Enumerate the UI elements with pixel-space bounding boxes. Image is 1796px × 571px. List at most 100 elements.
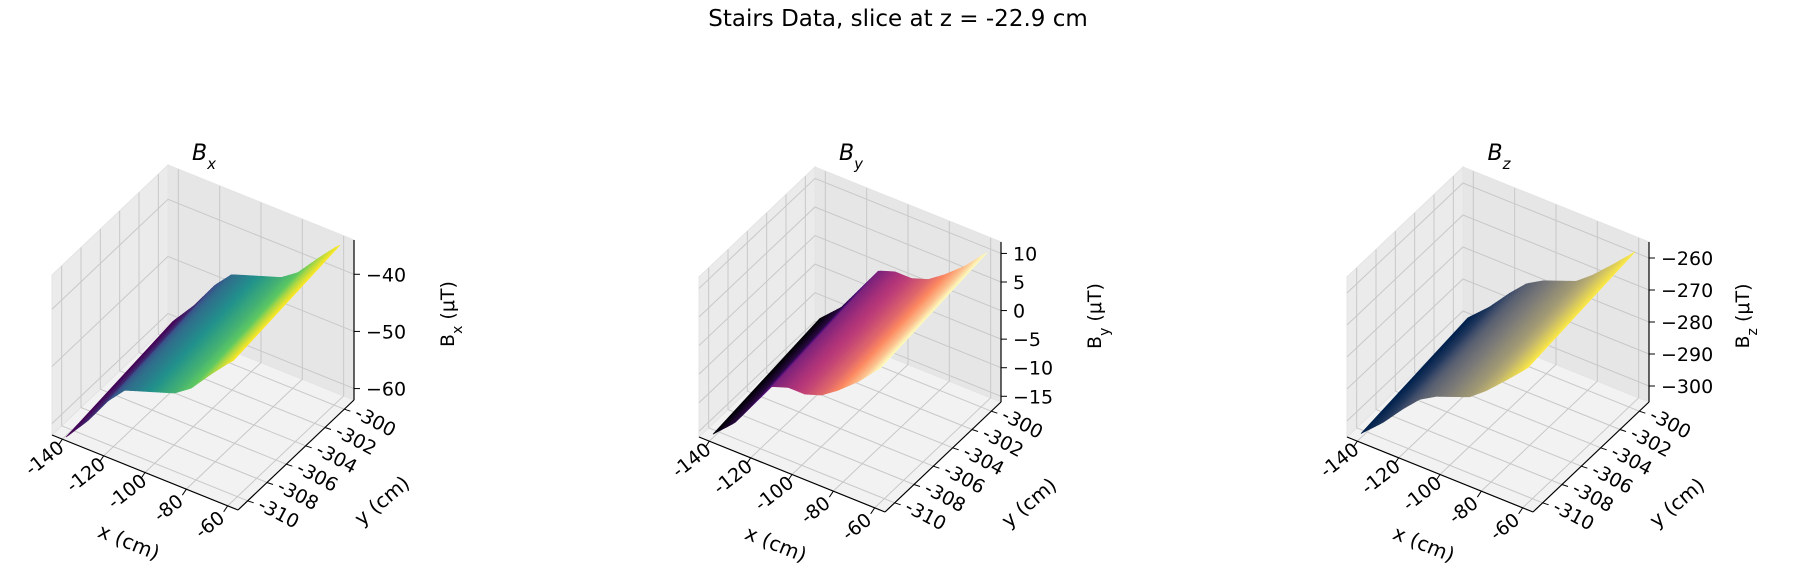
- y-gridline: [766, 212, 953, 449]
- y-tick: [1561, 484, 1569, 487]
- x-tick-label: -140: [21, 436, 69, 480]
- z-gridline: [1346, 310, 1650, 422]
- x-tick: [828, 490, 834, 498]
- x-tick: [99, 455, 105, 463]
- z-tick-label: −15: [1013, 386, 1053, 408]
- y-tick: [913, 484, 921, 487]
- x-tick: [181, 488, 187, 496]
- z-tick-label: 10: [1013, 243, 1037, 265]
- y-tick: [952, 447, 959, 451]
- y-gridline: [119, 210, 306, 447]
- x-tick-label: -60: [838, 509, 876, 545]
- x-gridline: [227, 235, 345, 507]
- x-tick: [223, 505, 229, 513]
- y-axis-line: [884, 401, 1002, 513]
- y-gridline: [727, 249, 915, 485]
- y-gridline: [1394, 231, 1582, 467]
- z-tick-label: −270: [1661, 280, 1713, 302]
- z-gridline: [51, 198, 355, 310]
- panel-title: Bx: [192, 141, 216, 173]
- x-tick: [57, 438, 63, 446]
- surface-plot-z: -140-120-100-80 -60 -310-308-306-304-302-3…: [1316, 141, 1761, 567]
- x-tick-label: -60: [191, 507, 229, 543]
- y-tick: [894, 502, 901, 506]
- y-tick: [344, 408, 351, 412]
- z-tick-label: −50: [366, 321, 406, 343]
- z-gridline: [51, 312, 355, 424]
- z-gridline: [698, 206, 1002, 318]
- z-tick-label: −5: [1013, 329, 1041, 351]
- x-gridline: [1439, 204, 1557, 475]
- z-tick-label: −10: [1013, 358, 1053, 380]
- z-axis-label: Bx (μT): [437, 281, 466, 347]
- z-gridline: [51, 255, 355, 367]
- y-tick: [1542, 502, 1549, 506]
- z-tick-label: −290: [1661, 344, 1713, 366]
- x-tick: [787, 474, 793, 481]
- x-tick-label: -80: [797, 492, 835, 528]
- y-tick: [247, 500, 254, 504]
- x-tick-label: -120: [1357, 455, 1405, 499]
- z-gridline: [1346, 182, 1650, 294]
- x-tick-label: -120: [62, 453, 110, 497]
- surface-strip: [65, 319, 176, 438]
- panel-title: By: [839, 141, 864, 173]
- x-tick: [746, 457, 752, 465]
- y-gridline: [1414, 212, 1601, 449]
- x-tick-label: -140: [1316, 438, 1364, 482]
- y-tick: [1581, 465, 1588, 469]
- z-tick-label: 5: [1013, 272, 1025, 294]
- y-gridline: [61, 265, 248, 502]
- x-gridline: [791, 204, 909, 475]
- surface-plot-x: -140-120-100-80 -60 -310-308-306-304-302-3…: [21, 141, 466, 565]
- y-gridline: [99, 229, 287, 465]
- y-tick: [305, 445, 312, 449]
- z-tick-label: −260: [1661, 248, 1713, 270]
- z-tick-label: −40: [366, 264, 406, 286]
- x-tick-label: -80: [1445, 492, 1483, 528]
- x-gridline: [1522, 237, 1640, 509]
- y-gridline: [138, 192, 326, 428]
- x-tick: [1352, 440, 1358, 448]
- y-tick: [971, 429, 979, 432]
- y-tick: [1619, 429, 1627, 432]
- y-gridline: [708, 267, 895, 504]
- x-tick: [870, 507, 876, 515]
- z-gridline: [698, 263, 1002, 375]
- x-tick: [1476, 490, 1482, 498]
- z-tick-label: −280: [1661, 312, 1713, 334]
- x-tick-label: -120: [709, 455, 757, 499]
- x-tick: [140, 472, 146, 479]
- x-axis-label: x (cm): [95, 519, 164, 565]
- z-axis-label: By (μT): [1084, 283, 1113, 349]
- x-gridline: [144, 202, 262, 473]
- surface-plot-y: -140-120-100-80 -60 -310-308-306-304-302-3…: [668, 141, 1113, 567]
- y-gridline: [1375, 249, 1563, 485]
- x-tick: [1435, 474, 1441, 481]
- surface-strip: [712, 316, 823, 435]
- y-axis-label: y (cm): [350, 471, 415, 531]
- x-axis-label: x (cm): [742, 521, 811, 567]
- x-axis-label: x (cm): [1390, 521, 1459, 567]
- x-tick: [1518, 507, 1524, 515]
- z-axis-label: Bz (μT): [1732, 284, 1761, 349]
- z-gridline: [698, 177, 1002, 289]
- surface-strip: [1360, 316, 1471, 434]
- y-axis-label: y (cm): [1645, 473, 1710, 533]
- x-tick-label: -100: [104, 470, 152, 514]
- panel-title: Bz: [1488, 141, 1512, 173]
- figure-title: Stairs Data, slice at z = -22.9 cm: [708, 6, 1088, 32]
- z-gridline: [1346, 278, 1650, 390]
- y-axis-line: [237, 399, 355, 511]
- x-tick-label: -140: [668, 438, 716, 482]
- z-tick-label: −300: [1661, 376, 1713, 398]
- x-tick-label: -80: [150, 490, 188, 526]
- x-tick-label: -100: [1399, 472, 1447, 516]
- z-gridline: [1346, 214, 1650, 326]
- y-axis-line: [1532, 401, 1650, 513]
- x-tick-label: -100: [751, 472, 799, 516]
- y-gridline: [157, 174, 345, 410]
- y-gridline: [1356, 267, 1543, 504]
